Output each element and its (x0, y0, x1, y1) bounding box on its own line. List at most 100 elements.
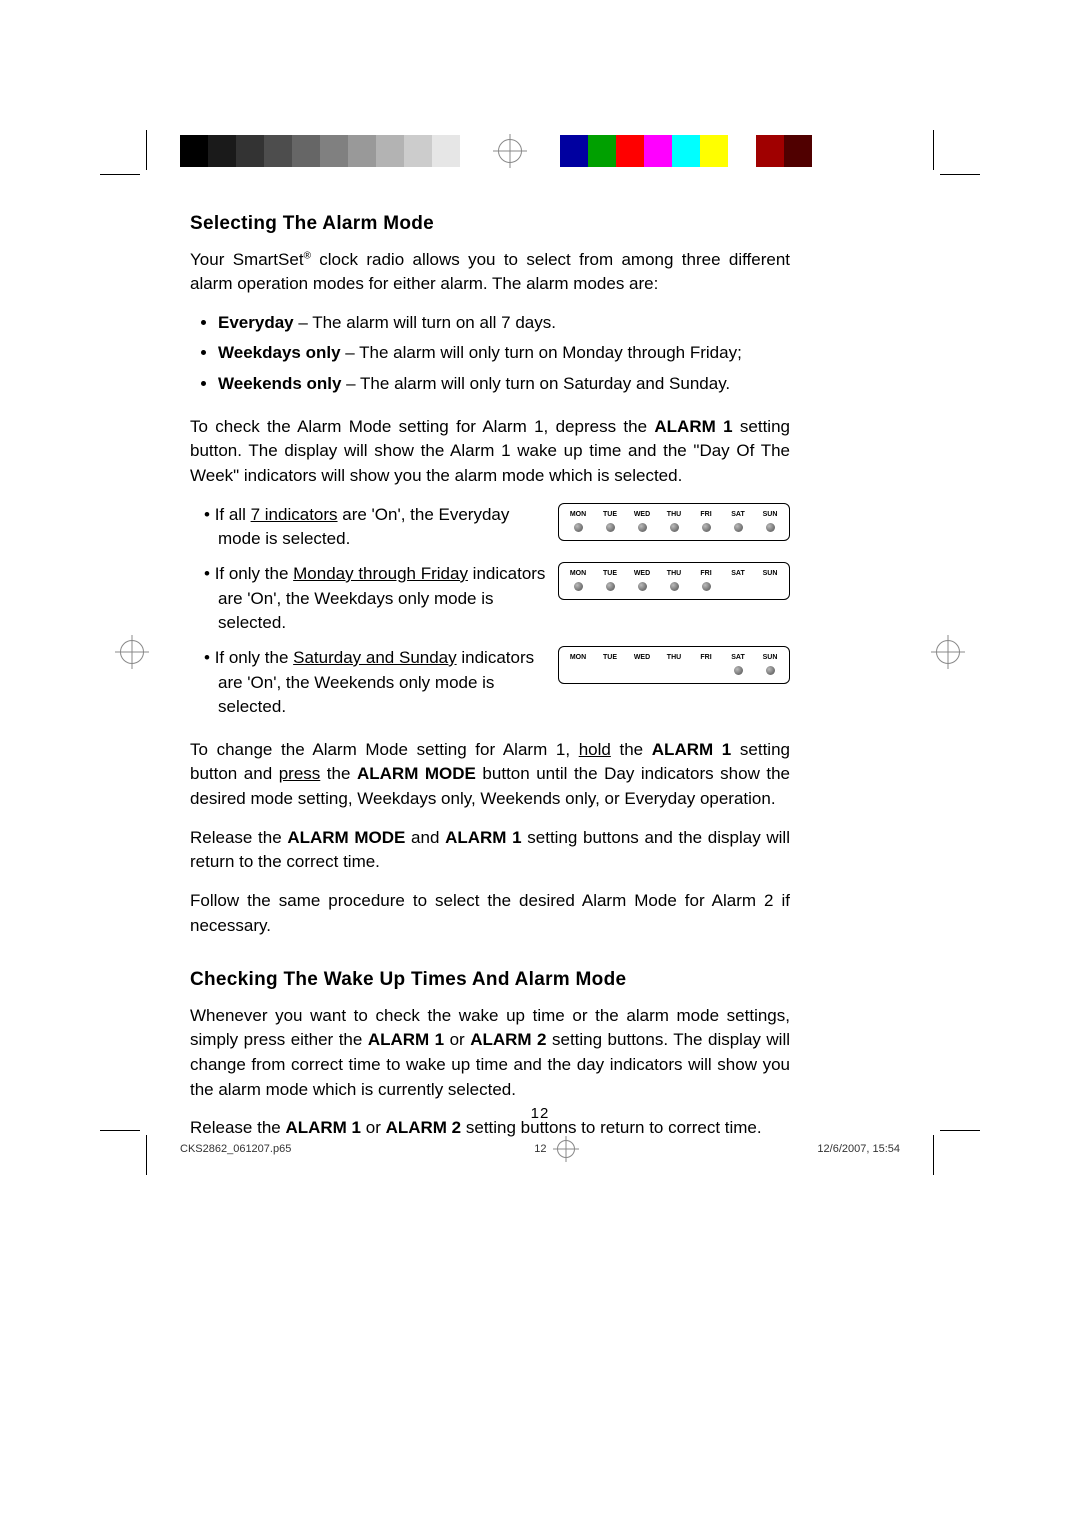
day-label: WED (634, 510, 650, 520)
color-swatch (784, 135, 812, 167)
day-indicator: SUN (757, 510, 783, 532)
day-indicator: WED (629, 653, 655, 675)
gray-swatch (180, 135, 208, 167)
day-dot-icon (574, 582, 583, 591)
indicator-row-text: If all 7 indicators are 'On', the Everyd… (190, 503, 548, 552)
registration-mark-icon (120, 640, 144, 664)
color-swatch (672, 135, 700, 167)
text: Release the (190, 1118, 285, 1137)
day-indicator: SAT (725, 653, 751, 675)
text: Release the (190, 828, 287, 847)
day-dot-icon (670, 523, 679, 532)
alarm-modes-list: Everyday – The alarm will turn on all 7 … (190, 311, 790, 397)
day-dot-icon (638, 523, 647, 532)
day-indicator: TUE (597, 510, 623, 532)
section-heading: Selecting The Alarm Mode (190, 210, 790, 238)
text: and (405, 828, 445, 847)
day-dot-icon (638, 582, 647, 591)
day-indicator-box: MON TUE WED THU FRI SAT SUN (558, 646, 790, 684)
text-underline: hold (579, 740, 611, 759)
intro-paragraph: Your SmartSet® clock radio allows you to… (190, 248, 790, 297)
day-indicator: FRI (693, 569, 719, 591)
day-indicator: WED (629, 569, 655, 591)
day-label: FRI (700, 510, 711, 520)
text-bold: ALARM 1 (654, 417, 732, 436)
day-indicator: SUN (757, 569, 783, 591)
gray-swatch (292, 135, 320, 167)
crop-mark (940, 174, 980, 175)
gray-swatch (264, 135, 292, 167)
crop-mark (933, 1135, 934, 1175)
text-bold: Everyday (218, 313, 294, 332)
text-bold: ALARM 1 (445, 828, 522, 847)
day-indicator: FRI (693, 510, 719, 532)
text: – The alarm will only turn on Saturday a… (341, 374, 730, 393)
gray-swatch (432, 135, 460, 167)
release-paragraph: Release the ALARM MODE and ALARM 1 setti… (190, 826, 790, 875)
gray-swatch (208, 135, 236, 167)
text: If only the (215, 648, 293, 667)
day-indicator: MON (565, 569, 591, 591)
check-paragraph: To check the Alarm Mode setting for Alar… (190, 415, 790, 489)
day-indicator: MON (565, 510, 591, 532)
registered-symbol: ® (304, 250, 311, 261)
text-underline: Saturday and Sunday (293, 648, 457, 667)
footer-date: 12/6/2007, 15:54 (817, 1143, 900, 1155)
text: – The alarm will turn on all 7 days. (294, 313, 556, 332)
day-indicator: THU (661, 653, 687, 675)
text-bold: ALARM 1 (368, 1030, 444, 1049)
day-dot-icon (670, 582, 679, 591)
day-indicator-box: MON TUE WED THU FRI SAT SUN (558, 562, 790, 600)
registration-mark-icon (498, 139, 522, 163)
crop-mark (100, 1130, 140, 1131)
crop-mark (940, 1130, 980, 1131)
print-footer: CKS2862_061207.p65 12 12/6/2007, 15:54 (180, 1140, 900, 1158)
day-indicator: TUE (597, 653, 623, 675)
printer-color-bar (180, 135, 900, 167)
color-swatch (728, 135, 756, 167)
gray-swatch (236, 135, 264, 167)
day-indicator: SUN (757, 653, 783, 675)
text: the (611, 740, 652, 759)
day-dot-icon (766, 523, 775, 532)
footer-page: 12 (534, 1143, 546, 1155)
day-label: TUE (603, 569, 617, 579)
day-label: SUN (763, 569, 778, 579)
text-bold: ALARM MODE (287, 828, 405, 847)
text: Your SmartSet (190, 250, 304, 269)
day-label: SUN (763, 510, 778, 520)
day-indicator: THU (661, 510, 687, 532)
text-bold: Weekends only (218, 374, 341, 393)
text: To check the Alarm Mode setting for Alar… (190, 417, 654, 436)
s2-paragraph-2: Release the ALARM 1 or ALARM 2 setting b… (190, 1116, 790, 1141)
indicator-row: If only the Saturday and Sunday indicato… (190, 646, 790, 720)
text-bold: ALARM 2 (386, 1118, 462, 1137)
text: To change the Alarm Mode setting for Ala… (190, 740, 579, 759)
day-dot-icon (766, 666, 775, 675)
day-label: THU (667, 569, 681, 579)
indicator-row-text: If only the Saturday and Sunday indicato… (190, 646, 548, 720)
text: or (361, 1118, 386, 1137)
day-label: SAT (731, 569, 744, 579)
indicator-row-text: If only the Monday through Friday indica… (190, 562, 548, 636)
day-dot-icon (734, 666, 743, 675)
registration-mark-icon (936, 640, 960, 664)
day-label: WED (634, 653, 650, 663)
crop-mark (100, 174, 140, 175)
color-swatch (644, 135, 672, 167)
footer-filename: CKS2862_061207.p65 (180, 1143, 291, 1155)
indicator-examples: If all 7 indicators are 'On', the Everyd… (190, 503, 790, 720)
day-indicator: THU (661, 569, 687, 591)
page-content: Selecting The Alarm Mode Your SmartSet® … (190, 210, 790, 1155)
color-swatch (700, 135, 728, 167)
gray-swatch (348, 135, 376, 167)
day-indicator: SAT (725, 569, 751, 591)
text: setting buttons to return to correct tim… (461, 1118, 761, 1137)
gray-swatch (320, 135, 348, 167)
text-bold: ALARM 1 (285, 1118, 361, 1137)
color-swatch (588, 135, 616, 167)
text: If all (215, 505, 251, 524)
day-dot-icon (606, 523, 615, 532)
day-indicator: MON (565, 653, 591, 675)
day-label: FRI (700, 653, 711, 663)
